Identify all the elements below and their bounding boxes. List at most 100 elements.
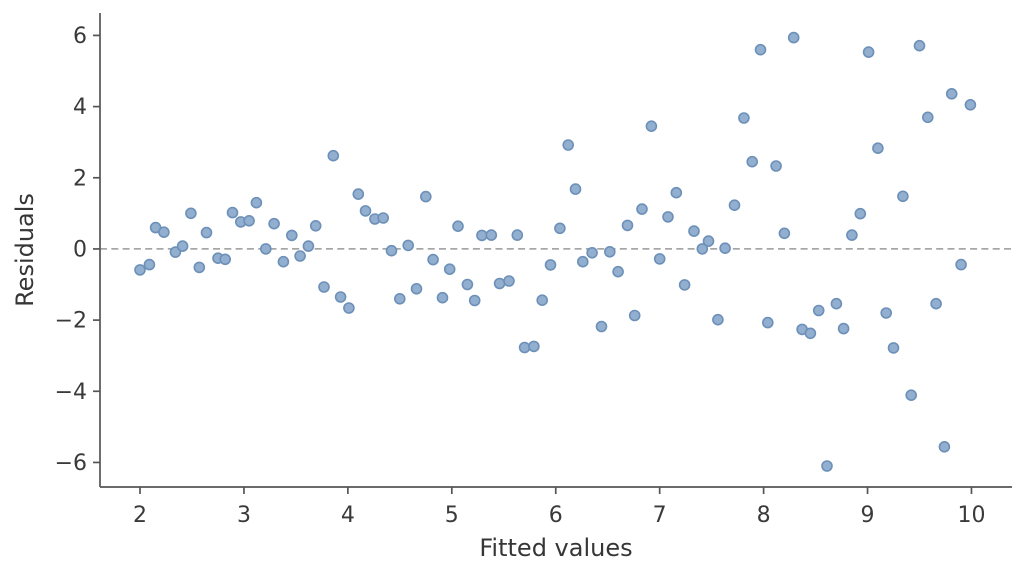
x-tick-label: 6 [549, 503, 563, 528]
data-point [955, 258, 967, 271]
data-point [393, 292, 406, 305]
data-point [930, 297, 942, 310]
data-point [787, 31, 800, 44]
data-point [169, 246, 182, 258]
data-point [770, 160, 782, 172]
y-tick-label: 6 [73, 24, 87, 49]
data-point [628, 309, 641, 322]
data-point [158, 226, 170, 238]
data-point [185, 207, 197, 220]
y-tick-label: 0 [73, 237, 87, 262]
data-point [359, 205, 372, 217]
data-point [518, 341, 531, 354]
data-point [452, 220, 464, 232]
y-tick-label: −4 [55, 380, 87, 405]
data-point [377, 212, 390, 224]
data-point [352, 188, 365, 200]
data-point [134, 264, 146, 276]
data-point [761, 316, 774, 329]
data-point [921, 111, 934, 124]
data-point [862, 46, 875, 58]
data-point [854, 207, 867, 220]
data-point [612, 265, 624, 278]
data-point [812, 304, 825, 317]
data-point [250, 196, 263, 209]
data-point [143, 258, 156, 271]
data-point [938, 440, 951, 453]
x-tick-label: 8 [757, 503, 771, 528]
data-point [226, 206, 239, 219]
x-tick-label: 3 [237, 503, 251, 528]
y-tick-label: 2 [73, 166, 87, 191]
data-point [586, 247, 598, 259]
y-axis-label: Residuals [11, 193, 39, 307]
data-point [872, 142, 884, 154]
data-point [595, 320, 608, 333]
data-point [402, 239, 415, 252]
data-point [468, 294, 481, 307]
y-tick-label: 4 [73, 95, 87, 120]
data-point [536, 294, 549, 307]
data-point [427, 253, 439, 266]
data-point [385, 244, 398, 257]
data-point [219, 253, 231, 266]
x-tick-label: 9 [861, 503, 875, 528]
data-point [712, 313, 724, 326]
data-point [193, 261, 206, 274]
data-point [964, 99, 977, 111]
data-point [837, 322, 850, 335]
data-point [621, 219, 634, 232]
data-point [343, 302, 355, 314]
data-point [653, 253, 666, 265]
data-point [702, 235, 715, 247]
data-point [636, 203, 648, 215]
scatter-points [134, 31, 977, 472]
data-point [887, 342, 900, 354]
data-point [176, 240, 189, 252]
data-point [476, 229, 488, 242]
data-point [334, 291, 347, 303]
data-point [503, 275, 515, 287]
data-point [670, 186, 683, 199]
data-point [528, 340, 540, 353]
data-point [493, 277, 506, 290]
x-tick-label: 4 [341, 503, 355, 528]
data-point [554, 222, 566, 235]
data-point [200, 226, 213, 239]
data-point [913, 39, 926, 52]
data-point [419, 190, 432, 203]
data-point [511, 229, 524, 241]
data-point [576, 255, 589, 268]
x-tick-label: 10 [957, 503, 985, 528]
data-point [302, 240, 315, 252]
data-point [544, 259, 557, 271]
data-point [846, 229, 858, 241]
data-point [738, 112, 750, 124]
data-point [778, 227, 791, 240]
y-tick-label: −2 [55, 309, 87, 334]
y-tick-label: −6 [55, 451, 87, 476]
data-point [719, 242, 731, 254]
data-point [746, 155, 759, 168]
data-point [410, 282, 423, 295]
data-point [880, 307, 893, 319]
data-point [821, 460, 833, 472]
data-point [603, 246, 616, 258]
data-point [905, 389, 918, 402]
data-point [485, 229, 498, 241]
data-point [243, 215, 255, 227]
data-point [728, 199, 741, 211]
data-point [897, 190, 909, 203]
x-tick-label: 5 [445, 503, 459, 528]
data-point [285, 229, 298, 242]
data-point [645, 120, 658, 132]
data-point [318, 281, 330, 293]
data-point [277, 255, 290, 268]
data-point [678, 279, 691, 291]
data-point [461, 278, 474, 291]
data-point [259, 243, 272, 255]
data-point [436, 291, 449, 304]
data-point [569, 183, 582, 195]
